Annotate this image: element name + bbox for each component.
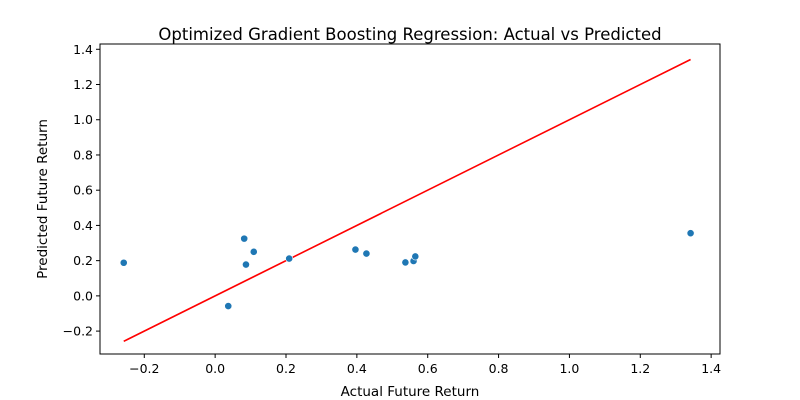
- x-tick-label: 1.0: [559, 361, 579, 376]
- y-tick-label: 0.0: [73, 288, 93, 303]
- data-point: [411, 252, 420, 261]
- x-axis-ticks: −0.2 0.0 0.2 0.4 0.6 0.8 1.0 1.2 1.4: [129, 354, 721, 376]
- plot-area: −0.2 0.0 0.2 0.4 0.6 0.8 1.0 1.2 1.4 −0.2 0.0 0.2 0…: [63, 42, 721, 376]
- x-tick-label: 1.4: [701, 361, 721, 376]
- y-tick-label: 0.6: [73, 183, 93, 198]
- x-tick-label: −0.2: [129, 361, 159, 376]
- y-tick-label: 1.2: [73, 77, 93, 92]
- x-tick-label: 0.0: [205, 361, 225, 376]
- data-points: [119, 229, 695, 310]
- axes-frame: [99, 43, 721, 355]
- data-point: [242, 260, 250, 269]
- y-tick-label: 1.4: [73, 42, 93, 57]
- reference-line: [123, 58, 691, 343]
- reference-line-group: [123, 58, 691, 343]
- x-tick-label: 0.8: [489, 361, 509, 376]
- data-point: [401, 258, 410, 267]
- chart-title: Optimized Gradient Boosting Regression: …: [158, 25, 661, 44]
- y-tick-label: 0.4: [73, 218, 93, 233]
- data-point: [686, 229, 695, 238]
- x-axis-label: Actual Future Return: [341, 384, 480, 400]
- y-axis-ticks: −0.2 0.0 0.2 0.4 0.6 0.8 1.0 1.2 1.4: [63, 42, 100, 339]
- x-tick-label: 0.6: [418, 361, 438, 376]
- x-tick-label: 1.2: [630, 361, 650, 376]
- data-point: [224, 302, 233, 310]
- y-axis-label: Predicted Future Return: [35, 119, 51, 279]
- data-point: [249, 247, 258, 256]
- data-point: [285, 254, 294, 263]
- data-point: [351, 245, 360, 254]
- y-tick-label: 0.8: [73, 147, 93, 162]
- data-point: [119, 258, 128, 267]
- y-tick-label: 1.0: [73, 112, 93, 127]
- data-point: [240, 234, 249, 243]
- data-point: [362, 249, 371, 258]
- x-tick-label: 0.4: [347, 361, 367, 376]
- y-tick-label: −0.2: [63, 324, 93, 339]
- x-tick-label: 0.2: [276, 361, 296, 376]
- y-tick-label: 0.2: [73, 253, 93, 268]
